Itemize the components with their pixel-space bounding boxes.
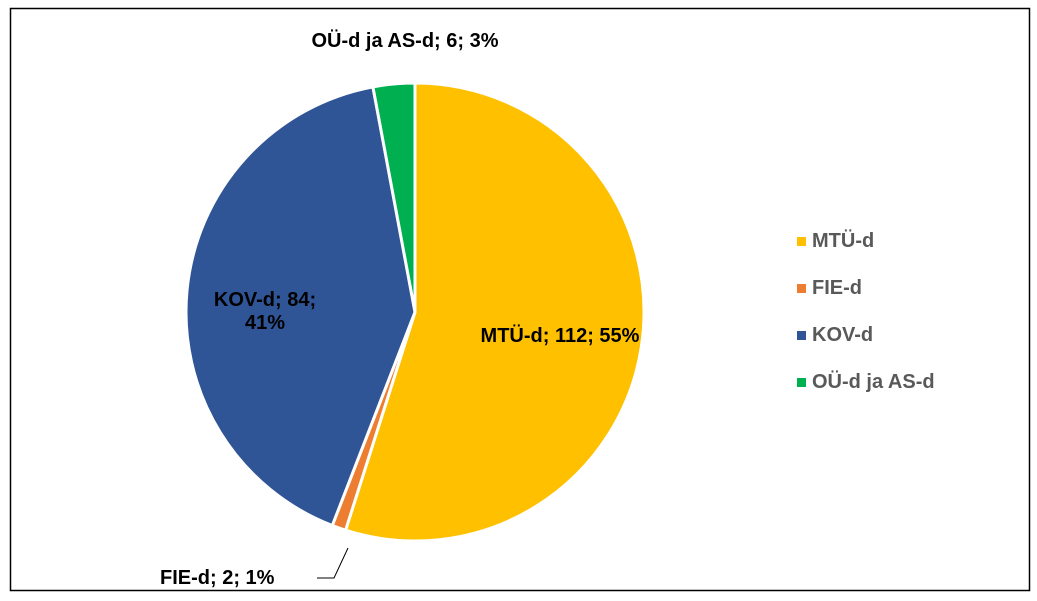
data-label: FIE-d; 2; 1% bbox=[160, 567, 275, 589]
legend-swatch bbox=[797, 378, 806, 387]
legend-label: OÜ-d ja AS-d bbox=[812, 371, 935, 393]
pie-slice bbox=[184, 85, 417, 528]
legend-label: MTÜ-d bbox=[812, 230, 875, 252]
data-label: MTÜ-d; 112; 55% bbox=[480, 325, 640, 347]
legend-swatch bbox=[797, 331, 806, 340]
pie-slice bbox=[371, 81, 417, 313]
legend-swatch bbox=[797, 237, 806, 246]
legend-label: FIE-d bbox=[812, 277, 862, 299]
leader-line bbox=[317, 547, 349, 579]
legend-swatch bbox=[797, 284, 806, 293]
data-label: KOV-d; 84; 41% bbox=[213, 289, 317, 334]
legend-label: KOV-d bbox=[812, 324, 874, 346]
data-label: OÜ-d ja AS-d; 6; 3% bbox=[311, 30, 499, 52]
pie-slice bbox=[343, 81, 646, 543]
